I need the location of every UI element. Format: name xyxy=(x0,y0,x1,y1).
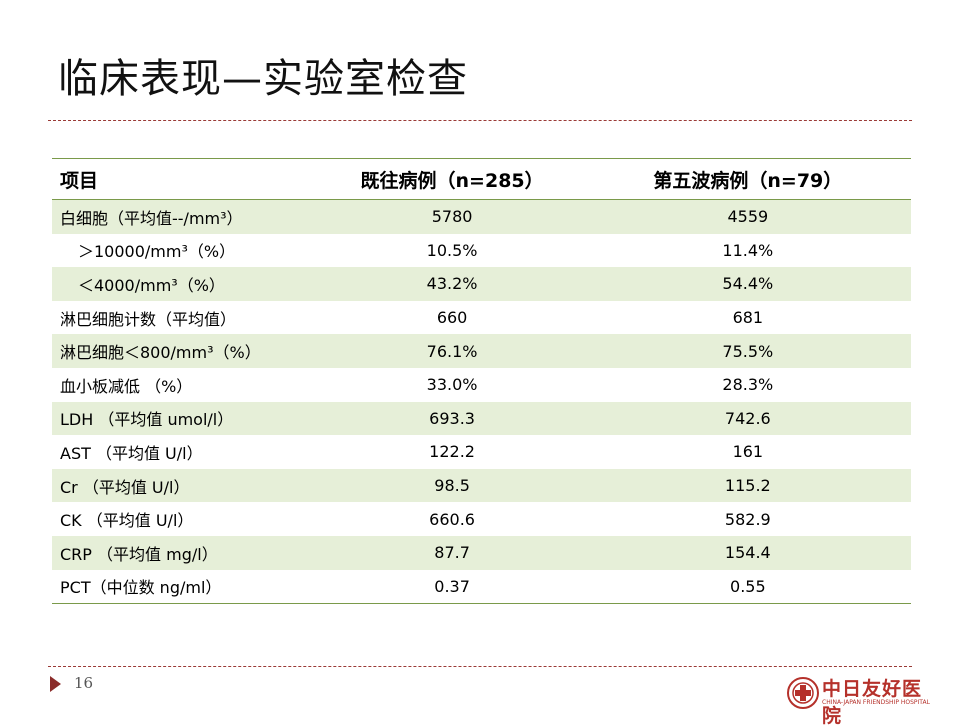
header-fifth-wave-cases: 第五波病例（n=79） xyxy=(584,158,911,200)
row-item: 淋巴细胞＜800/mm³（%） xyxy=(52,334,320,368)
hospital-name-en: CHINA-JAPAN FRIENDSHIP HOSPITAL xyxy=(822,699,930,706)
table-row: PCT（中位数 ng/ml） 0.37 0.55 xyxy=(52,569,911,605)
row-fifth-wave: 582.9 xyxy=(724,509,771,529)
row-item: CRP （平均值 mg/l） xyxy=(52,535,320,570)
row-previous: 98.5 xyxy=(319,468,585,503)
header-item: 项目 xyxy=(52,158,320,200)
table-header-row: 项目 既往病例（n=285） 第五波病例（n=79） xyxy=(52,158,911,200)
row-item: AST （平均值 U/l） xyxy=(60,443,203,463)
table-row: CK （平均值 U/l） 660.6 582.9 xyxy=(52,502,911,536)
page-number: 16 xyxy=(74,674,94,692)
row-previous: 122.2 xyxy=(429,442,475,462)
table-row: CRP （平均值 mg/l） 87.7 154.4 xyxy=(52,535,911,570)
table-row: ＜4000/mm³（%） 43.2% 54.4% xyxy=(52,267,911,301)
row-item: Cr （平均值 U/l） xyxy=(52,468,320,503)
table-row: 淋巴细胞计数（平均值） 660 681 xyxy=(52,301,911,335)
row-item: ＜4000/mm³（%） xyxy=(52,267,320,301)
row-previous: 10.5% xyxy=(426,240,478,260)
row-fifth-wave: 154.4 xyxy=(584,535,911,570)
triangle-bullet-icon xyxy=(50,676,61,692)
row-previous: 76.1% xyxy=(319,334,585,368)
row-item: 血小板减低 （%） xyxy=(60,376,193,396)
row-fifth-wave: 681 xyxy=(732,308,764,328)
row-previous: 693.3 xyxy=(319,401,585,436)
row-previous: 0.37 xyxy=(319,569,585,605)
footer-divider xyxy=(48,666,912,667)
row-fifth-wave: 54.4% xyxy=(584,267,911,301)
row-fifth-wave: 75.5% xyxy=(584,334,911,368)
row-previous: 43.2% xyxy=(319,267,585,301)
row-previous: 5780 xyxy=(319,199,585,234)
table-row: LDH （平均值 umol/l） 693.3 742.6 xyxy=(52,401,911,436)
slide-title: 临床表现—实验室检查 xyxy=(58,56,468,102)
row-fifth-wave: 4559 xyxy=(584,199,911,234)
row-fifth-wave: 161 xyxy=(732,442,764,462)
row-previous: 660.6 xyxy=(429,509,475,529)
table-row: 白细胞（平均值--/mm³） 5780 4559 xyxy=(52,199,911,234)
row-fifth-wave: 28.3% xyxy=(722,375,774,395)
row-item: CK （平均值 U/l） xyxy=(60,511,194,531)
row-fifth-wave: 0.55 xyxy=(584,569,911,605)
row-fifth-wave: 11.4% xyxy=(722,240,774,260)
hospital-logo: 中日友好医院 CHINA-JAPAN FRIENDSHIP HOSPITAL xyxy=(786,674,932,727)
row-item: LDH （平均值 umol/l） xyxy=(52,401,320,436)
row-item: 淋巴细胞计数（平均值） xyxy=(60,309,237,329)
table-row: Cr （平均值 U/l） 98.5 115.2 xyxy=(52,468,911,503)
row-item: PCT（中位数 ng/ml） xyxy=(52,569,320,605)
row-previous: 87.7 xyxy=(319,535,585,570)
title-divider xyxy=(48,120,912,121)
row-fifth-wave: 742.6 xyxy=(584,401,911,436)
row-fifth-wave: 115.2 xyxy=(584,468,911,503)
table-row: AST （平均值 U/l） 122.2 161 xyxy=(52,435,911,469)
hospital-emblem-icon xyxy=(787,677,819,709)
header-previous-cases: 既往病例（n=285） xyxy=(319,158,585,200)
table-row: 淋巴细胞＜800/mm³（%） 76.1% 75.5% xyxy=(52,334,911,368)
row-previous: 33.0% xyxy=(426,375,478,395)
lab-results-table: 项目 既往病例（n=285） 第五波病例（n=79） 白细胞（平均值--/mm³… xyxy=(52,158,911,605)
row-previous: 660 xyxy=(436,308,468,328)
table-row: ＞10000/mm³（%） 10.5% 11.4% xyxy=(52,234,911,268)
row-item: 白细胞（平均值--/mm³） xyxy=(52,199,320,234)
row-item: ＞10000/mm³（%） xyxy=(78,242,236,262)
table-row: 血小板减低 （%） 33.0% 28.3% xyxy=(52,368,911,402)
